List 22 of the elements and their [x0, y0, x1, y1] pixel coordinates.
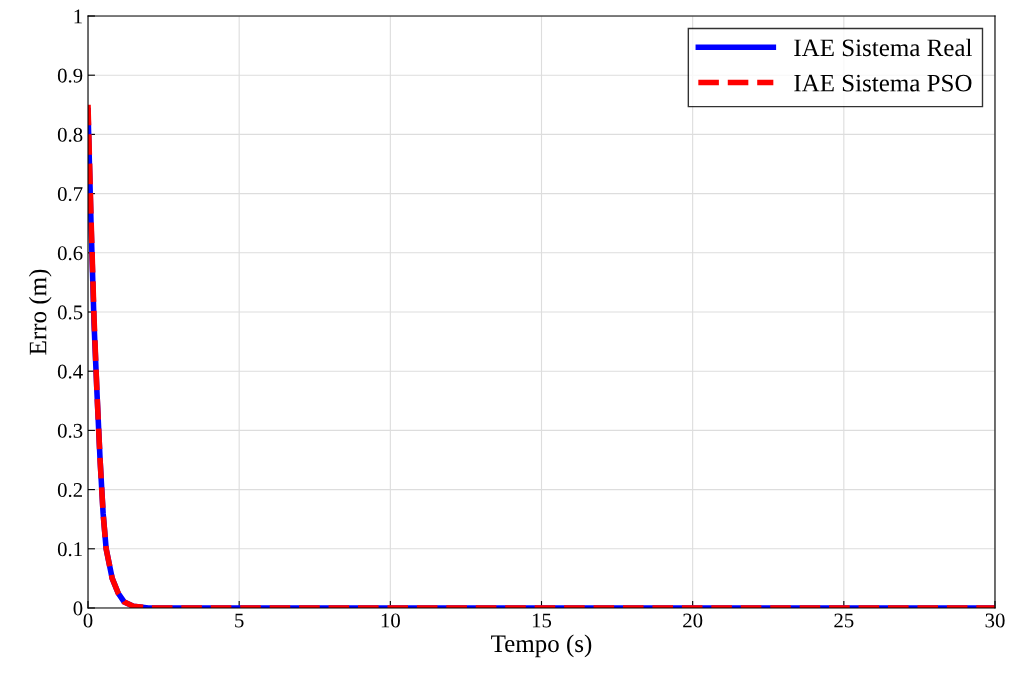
y-tick-label: 0.1: [57, 542, 82, 557]
x-tick-label: 20: [683, 613, 703, 628]
legend-label: IAE Sistema PSO: [794, 74, 972, 92]
y-tick-label: 0.4: [57, 364, 83, 379]
y-tick-label: 1: [74, 9, 82, 24]
x-tick-label: 25: [834, 613, 854, 628]
legend-label: IAE Sistema Real: [794, 38, 972, 57]
y-tick-label: 0.6: [57, 246, 83, 261]
x-tick-label: 15: [532, 613, 552, 628]
x-tick-label: 5: [235, 613, 244, 628]
x-axis-title: Tempo (s): [491, 634, 592, 658]
y-tick-label: 0.7: [57, 186, 83, 202]
x-tick-label: 0: [83, 613, 93, 628]
y-tick-label: 0: [73, 601, 83, 616]
y-tick-label: 0.5: [57, 305, 83, 320]
y-tick-label: 0.2: [57, 482, 82, 498]
y-tick-label: 0.9: [57, 68, 83, 83]
y-tick-label: 0.8: [57, 127, 83, 142]
x-tick-label: 30: [985, 613, 1005, 628]
y-axis-title: Erro (m): [28, 269, 52, 355]
x-tick-label: 10: [381, 613, 400, 628]
y-tick-label: 0.3: [57, 423, 83, 438]
